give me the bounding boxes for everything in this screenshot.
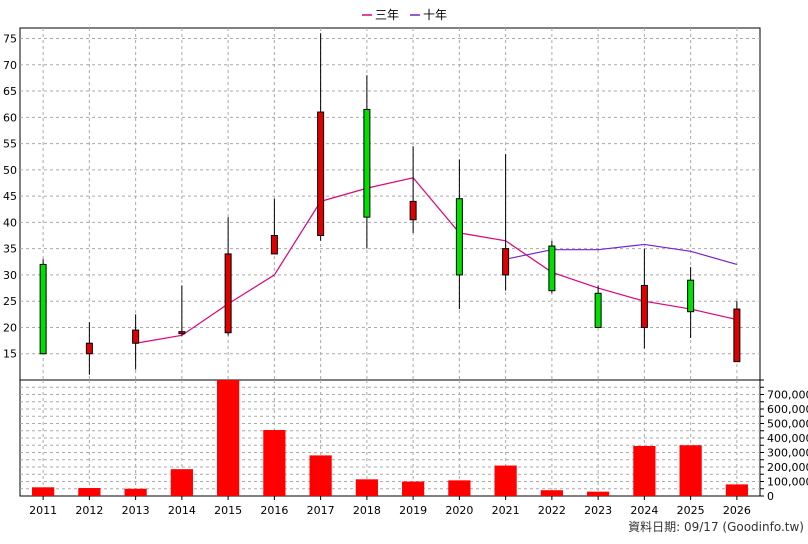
volume-tick-label: 700,000: [767, 389, 808, 402]
candle-body: [455, 198, 463, 276]
volume-bar: [263, 430, 286, 496]
price-tick-label: 35: [3, 243, 17, 256]
x-tick-label: 2021: [492, 504, 520, 517]
volume-bar: [124, 488, 147, 496]
volume-bar: [32, 487, 55, 496]
price-tick-label: 15: [3, 348, 17, 361]
x-tick-label: 2014: [168, 504, 196, 517]
volume-bar: [355, 479, 378, 496]
x-tick-label: 2011: [29, 504, 57, 517]
x-axis: 2011 2012 2013 2014 2015 2016 2017 2018 2019 2020…: [29, 496, 751, 517]
price-tick-label: 50: [3, 164, 17, 177]
x-tick-label: 2015: [214, 504, 242, 517]
x-tick-label: 2022: [538, 504, 566, 517]
x-tick-label: 2013: [122, 504, 150, 517]
volume-bar: [78, 488, 101, 496]
volume-bar: [448, 480, 471, 496]
x-tick-label: 2019: [399, 504, 427, 517]
candle-body: [132, 329, 140, 344]
legend: 三年 十年: [362, 8, 447, 22]
candle-body: [548, 245, 556, 292]
data-date-footer: 資料日期: 09/17 (Goodinfo.tw): [628, 520, 804, 534]
price-tick-label: 70: [3, 59, 17, 72]
volume-bar: [633, 445, 656, 496]
candle-body: [178, 331, 186, 335]
volume-bar: [402, 481, 425, 496]
x-tick-label: 2018: [353, 504, 381, 517]
price-tick-label: 75: [3, 33, 17, 46]
candle-body: [270, 235, 278, 255]
price-panel: 15 20 25 30 35 40 45 50 55 60 65 70 75: [3, 27, 761, 381]
volume-bar: [217, 380, 240, 496]
candle-body: [409, 200, 417, 221]
x-tick-label: 2016: [260, 504, 288, 517]
candle-body: [39, 263, 47, 355]
volume-tick-label: 400,000: [767, 432, 808, 445]
x-tick-label: 2020: [445, 504, 473, 517]
volume-tick-label: 0: [767, 490, 774, 503]
x-tick-label: 2012: [75, 504, 103, 517]
ma-line-10y: [505, 243, 738, 265]
volume-tick-label: 300,000: [767, 447, 808, 460]
price-tick-label: 30: [3, 269, 17, 282]
volume-bar: [725, 484, 748, 496]
price-tick-label: 45: [3, 190, 17, 203]
candle-body: [224, 253, 232, 334]
candle-body: [594, 292, 602, 328]
candle-body: [502, 248, 510, 276]
x-tick-label: 2025: [677, 504, 705, 517]
volume-bar: [679, 445, 702, 496]
volume-tick-label: 200,000: [767, 461, 808, 474]
volume-bar: [309, 455, 332, 496]
volume-bar: [170, 469, 193, 496]
legend-label: 三年: [375, 8, 399, 22]
price-tick-label: 20: [3, 321, 17, 334]
candle-body: [733, 308, 741, 363]
ma-line-3y: [135, 177, 738, 344]
price-tick-label: 25: [3, 295, 17, 308]
candle-body: [363, 108, 371, 218]
x-tick-label: 2017: [307, 504, 335, 517]
price-tick-label: 55: [3, 138, 17, 151]
price-plot-area: [19, 27, 761, 381]
price-tick-label: 60: [3, 111, 17, 124]
volume-tick-label: 600,000: [767, 403, 808, 416]
price-tick-label: 40: [3, 216, 17, 229]
x-tick-label: 2023: [584, 504, 612, 517]
x-tick-label: 2024: [630, 504, 658, 517]
volume-bar: [494, 465, 517, 496]
volume-bar: [587, 491, 610, 496]
volume-bar: [540, 490, 563, 496]
legend-label: 十年: [423, 8, 447, 22]
volume-tick-label: 100,000: [767, 476, 808, 489]
volume-tick-label: 500,000: [767, 418, 808, 431]
price-tick-label: 65: [3, 85, 17, 98]
candle-body: [317, 111, 325, 237]
candle-body: [85, 342, 93, 355]
candle-body: [687, 279, 695, 313]
x-tick-label: 2026: [723, 504, 751, 517]
candle-body: [640, 284, 648, 328]
